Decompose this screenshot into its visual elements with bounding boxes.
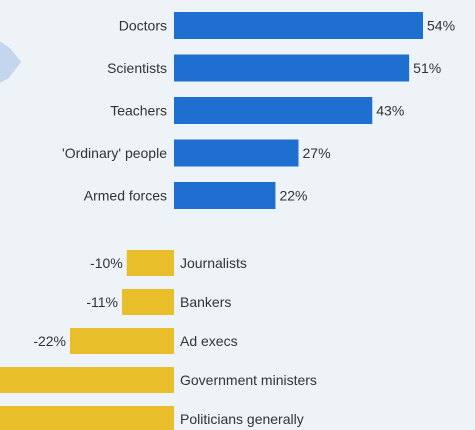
bar-scientists [174, 54, 410, 82]
category-label-politicians-generally: Politicians generally [180, 411, 304, 427]
value-label-armed-forces: 22% [279, 188, 307, 204]
bar-doctors [174, 12, 423, 39]
bar-journalists [126, 250, 174, 276]
value-label-doctors: 54% [427, 18, 455, 34]
value-label-ad-execs: -22% [33, 333, 66, 349]
category-label-scientists: Scientists [107, 60, 167, 76]
category-label-teachers: Teachers [110, 103, 167, 119]
value-label-ordinary-people: 27% [303, 145, 331, 161]
value-label-teachers: 43% [376, 103, 404, 119]
value-label-scientists: 51% [413, 60, 441, 76]
category-label-government-ministers: Government ministers [180, 372, 317, 388]
bar-armed-forces [174, 182, 276, 209]
value-label-journalists: -10% [90, 255, 123, 271]
bar-bankers [122, 289, 174, 315]
category-label-bankers: Bankers [180, 294, 231, 310]
decorative-shape [0, 41, 21, 83]
category-label-doctors: Doctors [119, 18, 167, 34]
category-label-armed-forces: Armed forces [84, 188, 167, 204]
bar-ordinary-people [174, 139, 299, 167]
bar-teachers [174, 97, 373, 124]
category-label-ordinary-people: 'Ordinary' people [62, 145, 167, 161]
bar-politicians-generally [0, 406, 174, 430]
negative-bars-group: Journalists -10% Bankers -11% Ad execs -22% Go… [0, 250, 317, 430]
category-label-journalists: Journalists [180, 255, 247, 271]
positive-bars-group: Doctors 54% Scientists 51% Teachers 43% 'Ordin… [62, 12, 455, 209]
bar-government-ministers [0, 367, 174, 393]
category-label-ad-execs: Ad execs [180, 333, 238, 349]
value-label-bankers: -11% [86, 294, 118, 310]
bar-ad-execs [70, 328, 174, 354]
